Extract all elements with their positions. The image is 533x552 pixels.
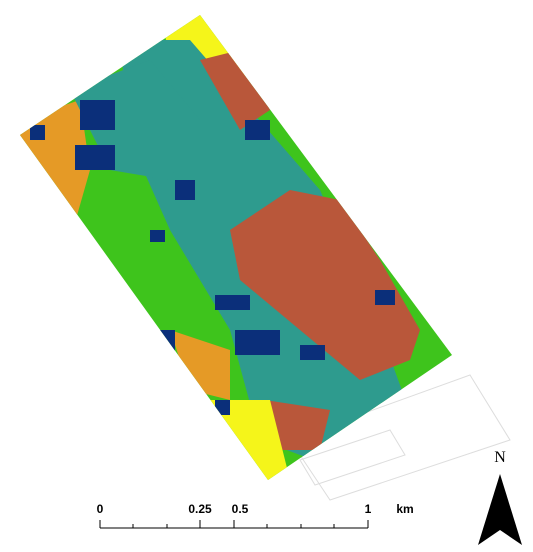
north-label: N — [494, 449, 506, 466]
scale-label: 0 — [97, 502, 104, 516]
arrow-half — [478, 474, 500, 545]
scale-label: 1 — [365, 502, 372, 516]
scale-label: 0.25 — [188, 502, 212, 516]
patch — [235, 330, 280, 355]
patch — [150, 330, 175, 355]
patch — [375, 290, 395, 305]
patch — [150, 230, 165, 242]
scale-bar — [100, 520, 368, 528]
patch — [215, 400, 230, 415]
patch — [30, 125, 45, 140]
land-cover-map — [0, 0, 533, 552]
patch — [215, 295, 250, 310]
scale-label: 0.5 — [232, 502, 249, 516]
arrow-half — [500, 474, 522, 545]
scale-unit: km — [396, 502, 413, 516]
map-figure: 0 0.25 0.5 1 km N — [0, 0, 533, 552]
patch — [80, 100, 115, 130]
patch — [300, 345, 325, 360]
patch — [175, 180, 195, 200]
patch — [245, 120, 270, 140]
north-arrow — [478, 474, 522, 545]
patch — [75, 145, 115, 170]
